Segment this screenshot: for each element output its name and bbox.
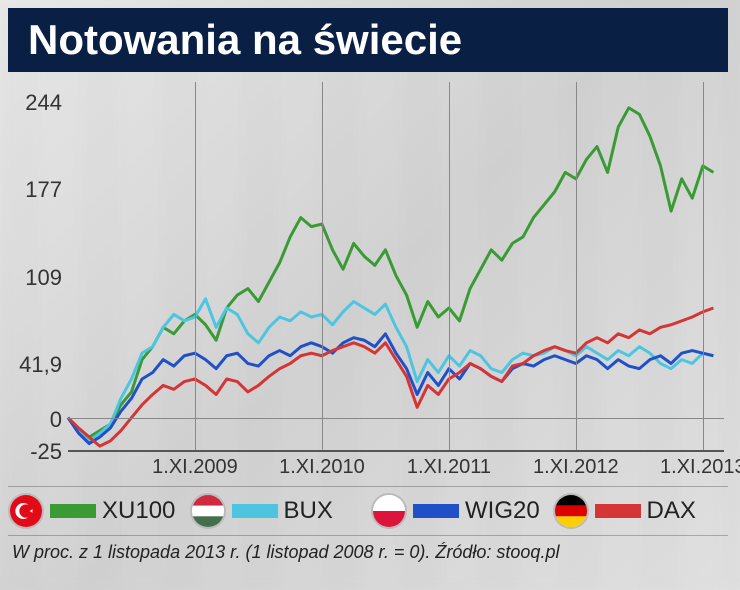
y-axis: -25041,9109177244 [8, 82, 68, 452]
flag-icon [553, 493, 589, 529]
y-tick: 0 [50, 407, 62, 433]
flag-icon [8, 493, 44, 529]
legend-swatch [50, 504, 96, 518]
zero-line [68, 418, 724, 419]
x-axis: 1.XI.20091.XI.20101.XI.20111.XI.20121.XI… [68, 452, 724, 482]
legend: XU100 BUX WIG20 DAX [8, 486, 728, 536]
legend-label: DAX [647, 497, 696, 525]
legend-item-xu100: XU100 [8, 493, 184, 529]
gridline [703, 82, 704, 450]
chart-area: -25 0 41,9 109 177 244 1.XI.2009 1.XI.2010 1.XI… [8, 82, 728, 482]
x-tick: 1.XI.2009 [152, 456, 238, 479]
legend-item-bux: BUX [190, 493, 366, 529]
x-tick: 1.XI.2012 [533, 456, 619, 479]
x-tick: 1.XI.2010 [279, 456, 365, 479]
y-tick: 109 [25, 265, 62, 291]
y-tick: 41,9 [19, 352, 62, 378]
x-tick: 1.XI.2013 [660, 456, 740, 479]
y-tick: 244 [25, 90, 62, 116]
legend-label: XU100 [102, 497, 175, 525]
y-tick: -25 [30, 439, 62, 465]
flag-icon [371, 493, 407, 529]
gridline [449, 82, 450, 450]
legend-swatch [413, 504, 459, 518]
y-tick: 177 [25, 177, 62, 203]
gridline [576, 82, 577, 450]
legend-swatch [595, 504, 641, 518]
legend-label: WIG20 [465, 497, 540, 525]
legend-swatch [232, 504, 278, 518]
legend-item-dax: DAX [553, 493, 729, 529]
x-tick: 1.XI.2011 [407, 456, 491, 479]
flag-icon [190, 493, 226, 529]
series-bux [68, 299, 713, 441]
legend-item-wig20: WIG20 [371, 493, 547, 529]
footnote: W proc. z 1 listopada 2013 r. (1 listopa… [12, 542, 728, 563]
series-xu100 [68, 108, 713, 437]
gridline [195, 82, 196, 450]
gridline [322, 82, 323, 450]
chart-title: Notowania na świecie [8, 8, 728, 72]
plot-area [68, 82, 724, 452]
legend-label: BUX [284, 497, 333, 525]
